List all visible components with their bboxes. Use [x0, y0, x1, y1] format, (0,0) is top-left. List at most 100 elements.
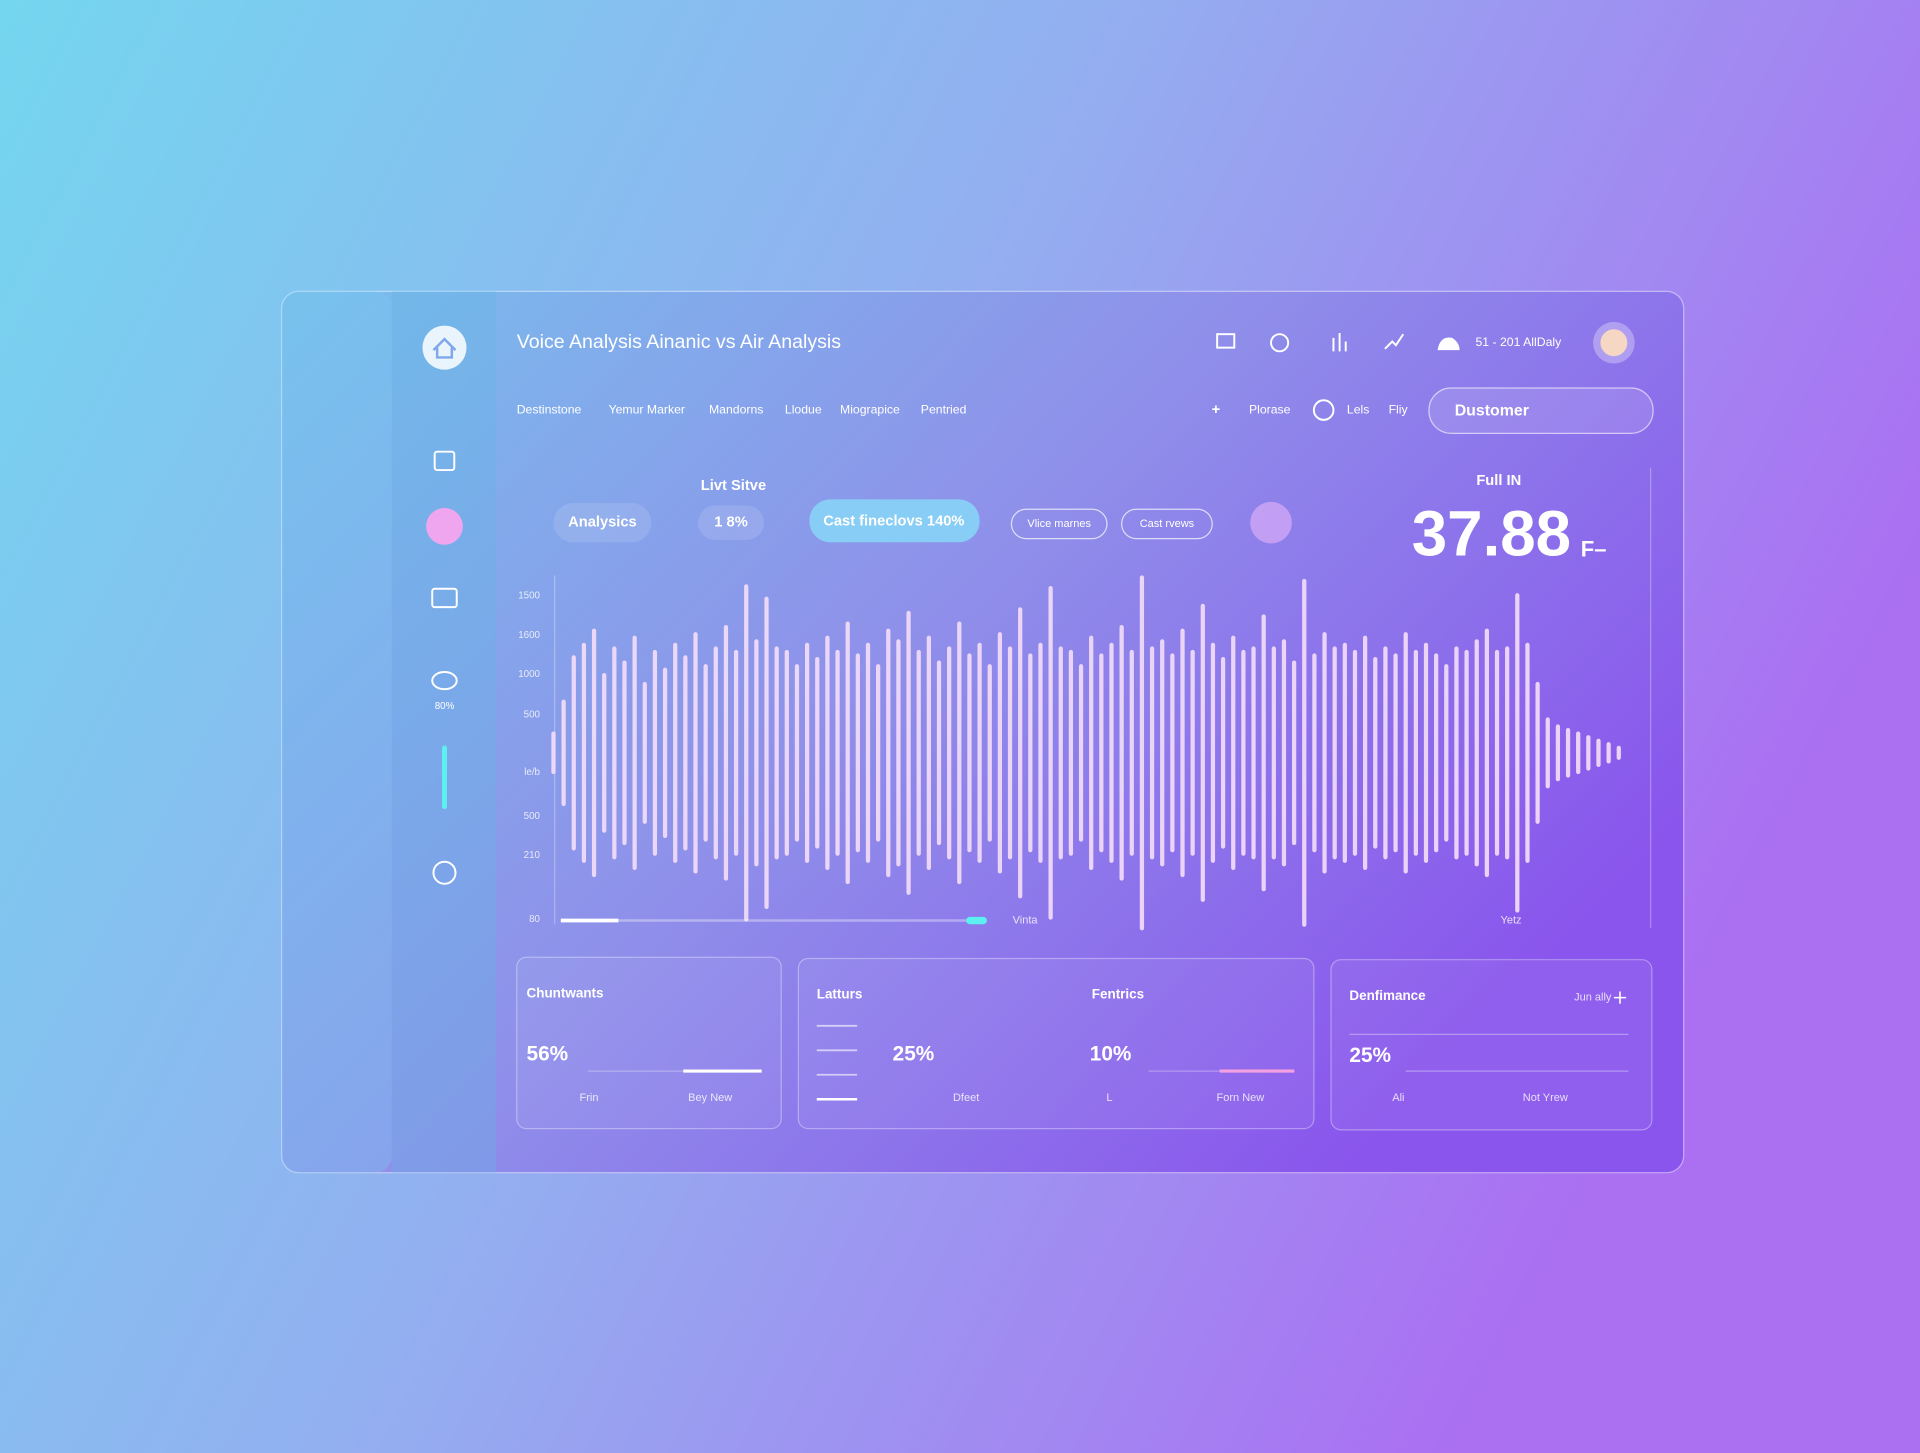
wave-bar	[794, 664, 800, 842]
card-title: Chuntwants	[527, 986, 604, 1001]
wave-bar	[1565, 727, 1571, 778]
wave-bar	[1068, 649, 1074, 856]
primary-button[interactable]	[809, 499, 980, 543]
wave-bar	[1505, 646, 1510, 860]
card-action-icon	[1613, 991, 1627, 1004]
wave-bar	[612, 646, 617, 860]
date-range: 51 - 201 AllDaly	[1476, 335, 1563, 349]
primary-button-label: Cast fineclovs 140%	[823, 513, 964, 529]
nav-tab[interactable]: Destinstone	[517, 402, 582, 416]
wave-bar	[1454, 646, 1459, 860]
wave-bar	[1149, 646, 1155, 860]
wave-bar	[591, 628, 597, 878]
card	[1330, 959, 1653, 1131]
users-button[interactable]	[1250, 501, 1292, 544]
card-label: Dfeet	[953, 1092, 979, 1104]
wave-bar	[1373, 656, 1378, 849]
wave-bar	[764, 596, 769, 910]
wave-bar	[977, 642, 982, 863]
nav-action[interactable]: Lels	[1347, 402, 1369, 416]
page-title: Voice Analysis Ainanic vs Air Analysis	[517, 331, 842, 353]
nav-action[interactable]: Fliy	[1389, 402, 1409, 416]
card-value: 25%	[1349, 1044, 1391, 1067]
card-value: 56%	[527, 1043, 569, 1066]
wave-bar	[1312, 653, 1317, 853]
wave-bar	[561, 699, 566, 807]
wave-bar	[1474, 639, 1479, 867]
y-label: 210	[524, 850, 541, 861]
nav-action[interactable]: Plorase	[1249, 402, 1291, 416]
folder-icon[interactable]	[431, 587, 458, 609]
bag-icon[interactable]	[433, 450, 456, 472]
wave-bar	[916, 649, 921, 856]
dashboard-panel	[281, 290, 1685, 1174]
wave-bar	[1160, 639, 1165, 867]
card-label: Frin	[580, 1092, 599, 1104]
wave-bar	[896, 639, 901, 867]
wave-bar	[1180, 628, 1185, 878]
mail-icon[interactable]	[1216, 333, 1236, 349]
wave-bar	[1007, 646, 1013, 860]
nav-tab[interactable]: Llodue	[785, 402, 822, 416]
chat-button[interactable]	[426, 507, 463, 545]
nav-tab[interactable]: Pentried	[921, 402, 967, 416]
y-label: 1000	[518, 669, 540, 680]
chip[interactable]	[1121, 508, 1213, 540]
wave-bar	[622, 660, 627, 846]
wave-bar	[1220, 656, 1226, 849]
card-label: Not Yrew	[1523, 1092, 1568, 1104]
wave-bar	[1464, 649, 1469, 856]
chip[interactable]	[1010, 508, 1108, 540]
wave-bar	[1363, 635, 1368, 870]
y-label: 500	[524, 811, 541, 822]
x-label: Vinta	[1013, 914, 1039, 926]
scrub-handle[interactable]	[966, 916, 987, 925]
wave-bar	[1129, 649, 1134, 856]
add-action[interactable]: +	[1212, 402, 1221, 418]
wave-bar	[926, 635, 931, 870]
nav-tab[interactable]: Miograpice	[840, 402, 900, 416]
pill[interactable]	[553, 503, 652, 543]
wave-bar	[693, 632, 698, 874]
wave-bar	[1170, 653, 1175, 853]
nav-tab[interactable]: Yemur Marker	[609, 402, 685, 416]
wave-bar	[1352, 649, 1358, 856]
search-box[interactable]	[1428, 387, 1654, 434]
wave-bar	[723, 625, 729, 881]
wave-bar	[1413, 649, 1418, 856]
stats-icon[interactable]	[1332, 332, 1347, 352]
wave-bar	[1291, 660, 1297, 846]
wave-bar	[835, 649, 840, 856]
wave-bar	[1332, 646, 1337, 860]
wave-bar	[1484, 628, 1490, 878]
y-label: 1500	[518, 591, 540, 602]
wave-bar	[1596, 738, 1601, 768]
search-placeholder: Dustomer	[1455, 403, 1529, 420]
settings-icon[interactable]	[1270, 333, 1290, 353]
wave-bar	[1434, 653, 1439, 853]
wave-bar	[1109, 642, 1114, 863]
award-icon[interactable]	[432, 860, 457, 885]
home-icon	[432, 337, 457, 359]
wave-bar	[1210, 642, 1216, 863]
wave-bar	[825, 635, 830, 870]
wave-bar	[662, 667, 668, 839]
wave-bar	[886, 628, 891, 878]
avatar-face	[1600, 329, 1628, 357]
pill[interactable]	[697, 505, 765, 540]
eye-icon[interactable]	[431, 671, 458, 691]
close-icon[interactable]	[1312, 399, 1335, 421]
metric-value: 37.88	[1412, 498, 1571, 569]
trend-icon[interactable]	[1384, 333, 1405, 350]
home-button[interactable]	[422, 325, 467, 370]
nav-tab[interactable]: Mandorns	[709, 402, 763, 416]
wave-bar	[1190, 649, 1195, 856]
card	[797, 957, 1315, 1130]
wave-bar	[1048, 585, 1053, 920]
panel-edge	[281, 291, 392, 1173]
card-label: Forn New	[1217, 1092, 1265, 1104]
wave-bar	[1494, 649, 1500, 856]
wave-bar	[865, 642, 871, 863]
wave-bar	[571, 655, 576, 851]
card-action[interactable]: Jun ally	[1574, 992, 1612, 1004]
